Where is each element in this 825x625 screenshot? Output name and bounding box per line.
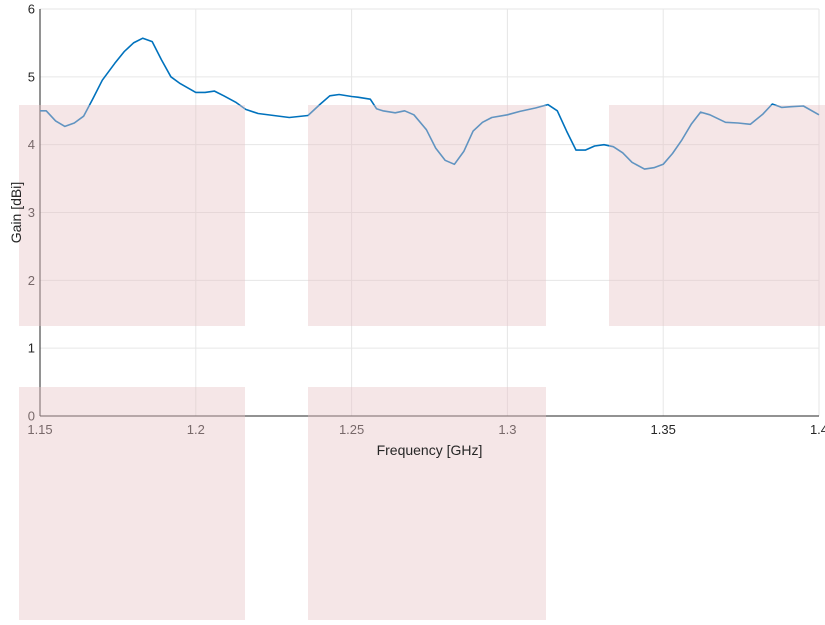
y-tick-label: 6: [28, 2, 35, 17]
y-tick-label: 5: [28, 69, 35, 84]
series-lines: [40, 37, 820, 170]
x-tick-label: 1.35: [651, 422, 676, 437]
y-tick-label: 2: [28, 273, 35, 288]
y-axis-title: Gain [dBi]: [8, 182, 24, 243]
x-axis-title: Frequency [GHz]: [377, 442, 483, 458]
series-line-0: [40, 37, 820, 170]
tick-labels: 1.15 1.2 1.25 1.3 1.35 1.4 0 1 2 3 4 5 6: [27, 2, 825, 438]
x-tick-label: 1.15: [27, 422, 52, 437]
overlay-box: [308, 105, 546, 326]
y-tick-label: 3: [28, 205, 35, 220]
x-tick-label: 1.3: [498, 422, 516, 437]
y-tick-label: 4: [28, 137, 35, 152]
x-tick-label: 1.25: [339, 422, 364, 437]
overlay-box: [308, 387, 546, 620]
x-tick-label: 1.4: [810, 422, 825, 437]
overlay-boxes: [19, 105, 825, 620]
overlay-box: [19, 387, 245, 620]
overlay-box: [609, 105, 825, 326]
overlay-box: [19, 105, 245, 326]
x-tick-label: 1.2: [187, 422, 205, 437]
axes: [39, 9, 819, 417]
y-tick-label: 0: [28, 409, 35, 424]
y-tick-label: 1: [28, 341, 35, 356]
